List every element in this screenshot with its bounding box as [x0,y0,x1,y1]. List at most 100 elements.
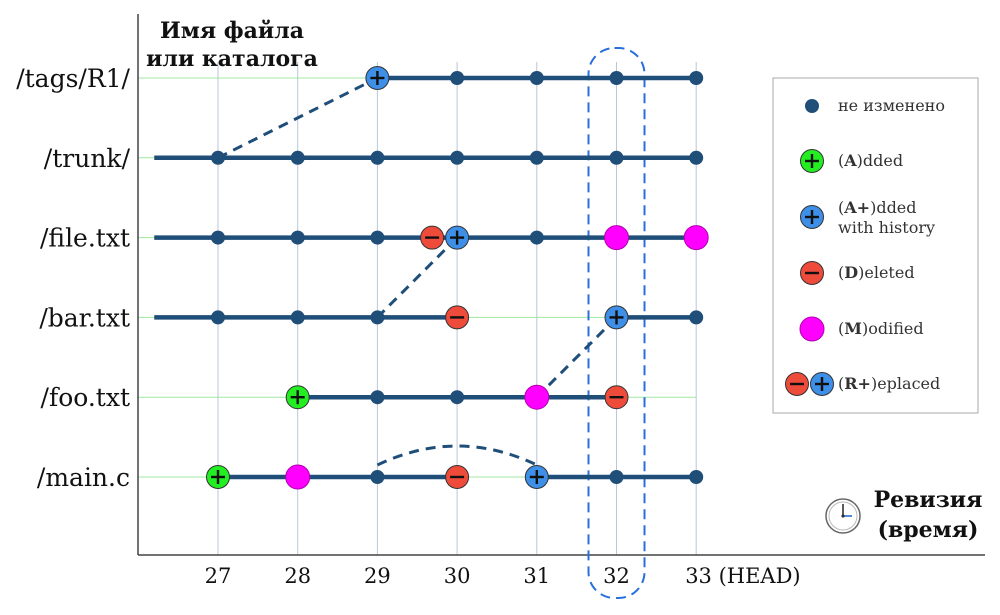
legend-label-part: )dded [857,151,903,170]
legend-label-part: не изменено [838,96,945,115]
node-unchanged [609,470,624,484]
node-replaced [420,225,470,250]
revision-nodes [206,66,709,490]
legend-label-part: R+ [844,374,871,393]
unchanged-dot [529,230,544,245]
unchanged-dot [370,310,385,325]
unchanged-dot [370,470,385,484]
revision-tick-label: 27 [205,564,232,588]
y-title-line-2: или каталога [146,46,318,72]
node-unchanged [211,310,225,325]
node-unchanged [689,310,704,325]
legend-label-line-2: with history [838,218,935,237]
legend-label-part: A+ [843,198,870,217]
node-unchanged [529,150,544,165]
legend-label: (M)odified [838,319,924,338]
node-replaced [785,372,834,396]
legend-label: (R+)eplaced [838,374,940,393]
node-unchanged [450,390,465,405]
unchanged-dot [211,150,225,165]
unchanged-dot [609,470,624,484]
copy-link-arc [376,444,538,467]
legend-label-part: A [843,151,857,170]
path-label: /bar.txt [39,303,130,332]
unchanged-dot [450,150,465,165]
copy-link [217,76,379,160]
legend-label: (D)eleted [838,263,915,282]
copy-link [535,316,618,399]
unchanged-dot [370,390,385,405]
revision-tick-labels: 27 28 29 30 31 32 33 (HEAD) [205,564,801,588]
revision-tick-label: 30 [444,564,471,588]
unchanged-dot [290,230,305,245]
modified-circle [799,316,825,342]
legend-label-part: )dded [870,198,916,217]
history-lines [154,75,697,480]
node-unchanged [689,71,704,85]
path-label: /file.txt [40,224,130,253]
node-unchanged [689,470,704,484]
unchanged-dot [689,310,704,325]
node-unchanged [609,71,624,85]
node-unchanged [211,230,225,245]
path-label: /tags/R1/ [16,64,130,93]
node-added [206,465,230,489]
modified-circle [524,384,550,410]
node-deleted [604,385,629,410]
revision-tick-label: 31 [523,564,550,588]
legend-label: (A+)dded [838,198,917,217]
legend-label-part: ( [838,374,844,393]
node-added_history [524,465,549,489]
highlight-revision-outline [587,47,646,599]
path-label: /main.c [37,463,130,492]
node-unchanged [211,150,225,165]
unchanged-dot [689,71,704,85]
modified-circle [683,225,709,251]
unchanged-dot [609,150,624,165]
node-deleted [445,305,470,330]
unchanged-dot [689,470,704,484]
unchanged-dot [529,71,544,85]
node-unchanged [370,310,385,325]
node-modified [604,225,629,251]
unchanged-dot [529,150,544,165]
node-unchanged [370,470,385,484]
x-title-line-2: (время) [878,517,979,543]
node-unchanged [805,99,819,113]
unchanged-dot [290,150,305,165]
node-added [285,385,310,410]
unchanged-dot [450,71,465,85]
node-unchanged [529,71,544,85]
node-unchanged [609,150,624,165]
highlight-revision [587,47,646,599]
node-added_history [365,66,390,90]
node-added_history [604,305,629,330]
unchanged-dot [805,99,819,113]
legend-label: (A)dded [838,151,903,170]
node-unchanged [450,150,465,165]
node-unchanged [370,390,385,405]
unchanged-dot [211,230,225,245]
path-label: /trunk/ [44,144,131,173]
node-modified [683,225,709,251]
node-unchanged [290,150,305,165]
unchanged-dot [370,230,385,245]
clock-icon [825,498,861,534]
unchanged-dot [370,150,385,165]
legend-label-part: )eleted [858,263,914,282]
legend-label-part: )eplaced [871,374,940,393]
node-unchanged [290,230,305,245]
revision-tick-label: 29 [364,564,391,588]
unchanged-dot [609,71,624,85]
revision-tick-label: 28 [284,564,311,588]
unchanged-dot [211,310,225,325]
modified-circle [604,225,629,251]
modified-circle [285,464,311,490]
unchanged-dot [290,310,305,325]
node-unchanged [529,230,544,245]
node-added_history [800,205,824,229]
node-modified [799,316,825,342]
node-unchanged [290,310,305,325]
legend-label-part: ( [838,198,844,217]
